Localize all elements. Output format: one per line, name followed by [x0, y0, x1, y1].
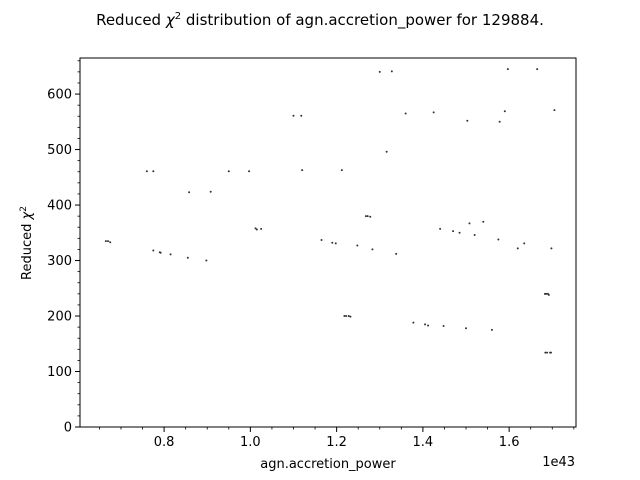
data-point — [364, 215, 367, 218]
data-point — [466, 119, 469, 122]
data-point — [145, 170, 148, 173]
data-point — [546, 351, 549, 354]
data-point — [320, 239, 323, 242]
data-point — [550, 247, 553, 250]
x-tick-label: 1.2 — [326, 435, 347, 450]
data-point — [395, 252, 398, 255]
x-axis: 0.8 1.0 1.2 1.4 1.6 — [99, 427, 575, 450]
data-point — [300, 114, 303, 117]
data-point — [536, 68, 539, 71]
y-axis-label: Reduced χ2 — [19, 206, 35, 280]
data-point — [188, 191, 191, 194]
x-tick-label: 1.0 — [240, 435, 261, 450]
data-point — [404, 112, 407, 115]
data-point — [334, 242, 337, 245]
ylabel-chi-symbol: χ — [20, 210, 35, 220]
data-point — [254, 227, 257, 230]
title-superscript: 2 — [175, 11, 181, 22]
data-point — [468, 222, 471, 225]
data-point — [432, 111, 435, 114]
x-tick-label: 1.4 — [413, 435, 434, 450]
data-point — [152, 249, 155, 252]
x-offset-label: 1e43 — [542, 455, 575, 470]
data-point — [452, 230, 455, 233]
x-tick-label: 1.6 — [499, 435, 520, 450]
data-point — [371, 248, 374, 251]
data-point — [547, 293, 550, 296]
data-point — [427, 324, 430, 327]
data-point — [343, 315, 346, 318]
data-point — [553, 109, 556, 112]
data-point — [186, 256, 189, 259]
data-point — [458, 231, 461, 234]
chart-title: Reduced χ2 distribution of agn.accretion… — [96, 11, 544, 30]
data-point — [109, 241, 112, 244]
data-point — [523, 242, 526, 245]
data-point — [209, 190, 212, 193]
data-point — [549, 351, 552, 354]
y-axis: 0 100 200 300 400 500 600 — [47, 60, 80, 436]
data-point — [205, 259, 208, 262]
data-point — [345, 315, 348, 318]
title-suffix: distribution of agn.accretion_power for … — [181, 11, 544, 30]
data-point — [482, 220, 485, 223]
data-point — [227, 170, 230, 173]
data-point — [292, 114, 295, 117]
data-point — [473, 234, 476, 237]
data-points — [104, 68, 556, 354]
y-tick-label: 600 — [47, 88, 72, 103]
plot-frame — [79, 57, 577, 428]
data-point — [331, 241, 334, 244]
data-point — [349, 315, 352, 318]
data-point — [356, 244, 359, 247]
data-point — [516, 247, 519, 250]
y-tick-label: 300 — [47, 254, 72, 269]
data-point — [465, 327, 468, 330]
data-point — [385, 150, 388, 153]
data-point — [107, 240, 110, 243]
y-tick-label: 0 — [64, 421, 72, 436]
y-tick-label: 200 — [47, 310, 72, 325]
data-point — [340, 169, 343, 172]
data-point — [255, 228, 258, 231]
y-tick-label: 500 — [47, 143, 72, 158]
data-point — [390, 70, 393, 73]
data-point — [490, 328, 493, 331]
data-point — [506, 68, 509, 71]
data-point — [152, 170, 155, 173]
data-point — [412, 321, 415, 324]
data-point — [169, 253, 172, 256]
data-point — [497, 238, 500, 241]
x-tick-label: 0.8 — [154, 435, 175, 450]
data-point — [347, 315, 350, 318]
y-tick-label: 400 — [47, 199, 72, 214]
x-axis-label: agn.accretion_power — [260, 457, 396, 472]
data-point — [260, 227, 263, 230]
ylabel-superscript: 2 — [19, 206, 29, 212]
data-point — [248, 170, 251, 173]
data-point — [366, 215, 369, 218]
data-point — [544, 351, 547, 354]
data-point — [424, 323, 427, 326]
data-point — [442, 325, 445, 328]
data-point — [503, 110, 506, 113]
data-point — [545, 292, 548, 295]
y-tick-label: 100 — [47, 365, 72, 380]
title-prefix: Reduced — [96, 11, 166, 29]
data-point — [369, 215, 372, 218]
data-point — [498, 120, 501, 123]
data-point — [378, 70, 381, 73]
title-chi-symbol: χ — [165, 11, 176, 29]
ylabel-prefix: Reduced — [20, 219, 35, 279]
data-point — [104, 240, 107, 243]
data-point — [301, 169, 304, 172]
data-point — [159, 251, 162, 254]
data-point — [439, 227, 442, 230]
